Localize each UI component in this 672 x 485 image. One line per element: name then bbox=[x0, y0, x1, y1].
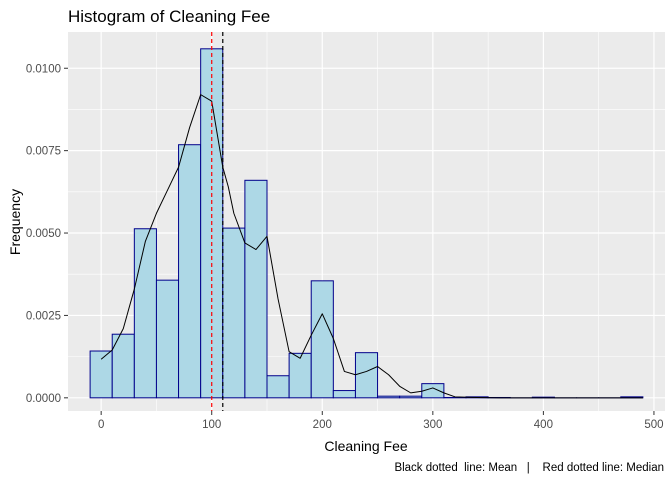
histogram-bar bbox=[223, 228, 245, 398]
y-tick-label: 0.0000 bbox=[26, 393, 61, 405]
histogram-bar bbox=[378, 396, 400, 398]
histogram-bar bbox=[245, 180, 267, 398]
x-tick-label: 300 bbox=[423, 419, 442, 431]
histogram-bar bbox=[400, 396, 422, 398]
x-axis-ticks: 0 100 200 300 400 500 bbox=[98, 411, 664, 431]
x-tick-label: 0 bbox=[98, 419, 104, 431]
histogram-bar bbox=[90, 351, 112, 398]
y-tick-label: 0.0075 bbox=[26, 146, 61, 158]
x-tick-label: 200 bbox=[313, 419, 332, 431]
histogram-bar bbox=[355, 353, 377, 398]
chart-caption: Black dotted line: Mean | Red dotted lin… bbox=[394, 462, 664, 474]
x-tick-label: 400 bbox=[534, 419, 553, 431]
x-axis-label: Cleaning Fee bbox=[324, 438, 407, 454]
chart-title: Histogram of Cleaning Fee bbox=[68, 7, 270, 26]
histogram-bar bbox=[267, 376, 289, 398]
x-tick-label: 100 bbox=[202, 419, 221, 431]
histogram-bar bbox=[289, 353, 311, 397]
histogram-bar bbox=[134, 229, 156, 398]
y-tick-label: 0.0100 bbox=[26, 63, 61, 75]
histogram-bar bbox=[311, 281, 333, 398]
y-axis-label: Frequency bbox=[7, 189, 23, 255]
y-tick-label: 0.0025 bbox=[26, 310, 61, 322]
y-axis-ticks: 0.0000 0.0025 0.0050 0.0075 0.0100 bbox=[26, 63, 68, 405]
histogram-bar bbox=[333, 391, 355, 398]
histogram-bar bbox=[179, 145, 201, 398]
histogram-bar bbox=[156, 280, 178, 398]
y-tick-label: 0.0050 bbox=[26, 228, 61, 240]
x-tick-label: 500 bbox=[644, 419, 663, 431]
